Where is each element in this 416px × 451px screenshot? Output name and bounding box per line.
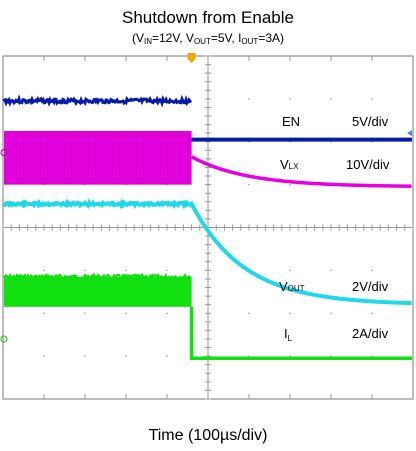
scope-traces — [0, 94, 412, 361]
x-axis-label: Time (100µs/div) — [148, 427, 268, 444]
trace-en-before — [2, 94, 193, 108]
channel-label-en: EN — [282, 114, 300, 129]
edge-ticks — [43, 56, 373, 399]
trace-il-ripple — [4, 276, 192, 307]
trace-il-after — [189, 306, 412, 361]
channel-labels: EN 5V/div VLX 10V/div VOUT 2V/div IL 2A/… — [279, 114, 390, 343]
channel-marker-il — [0, 335, 8, 343]
trace-il-ripple-top — [3, 272, 192, 282]
channel-marker-right — [407, 130, 412, 137]
trace-vlx-decay — [190, 155, 412, 188]
channel-label-vout: VOUT — [279, 279, 305, 294]
trigger-marker — [187, 53, 196, 63]
channel-label-vlx: VLX — [280, 157, 299, 172]
channel-scale-vout: 2V/div — [352, 279, 389, 294]
channel-label-il: IL — [284, 326, 293, 343]
channel-scale-en: 5V/div — [352, 114, 389, 129]
chart-title: Shutdown from Enable — [122, 8, 294, 27]
channel-marker-vlx — [0, 148, 8, 156]
channel-scale-vlx: 10V/div — [346, 157, 390, 172]
scope-grid — [2, 53, 414, 400]
trace-vout — [1, 198, 412, 306]
chart-subtitle: (VIN=12V, VOUT=5V, IOUT=3A) — [132, 31, 284, 46]
channel-scale-il: 2A/div — [352, 326, 389, 341]
trace-vlx-switching-edges — [4, 131, 192, 185]
